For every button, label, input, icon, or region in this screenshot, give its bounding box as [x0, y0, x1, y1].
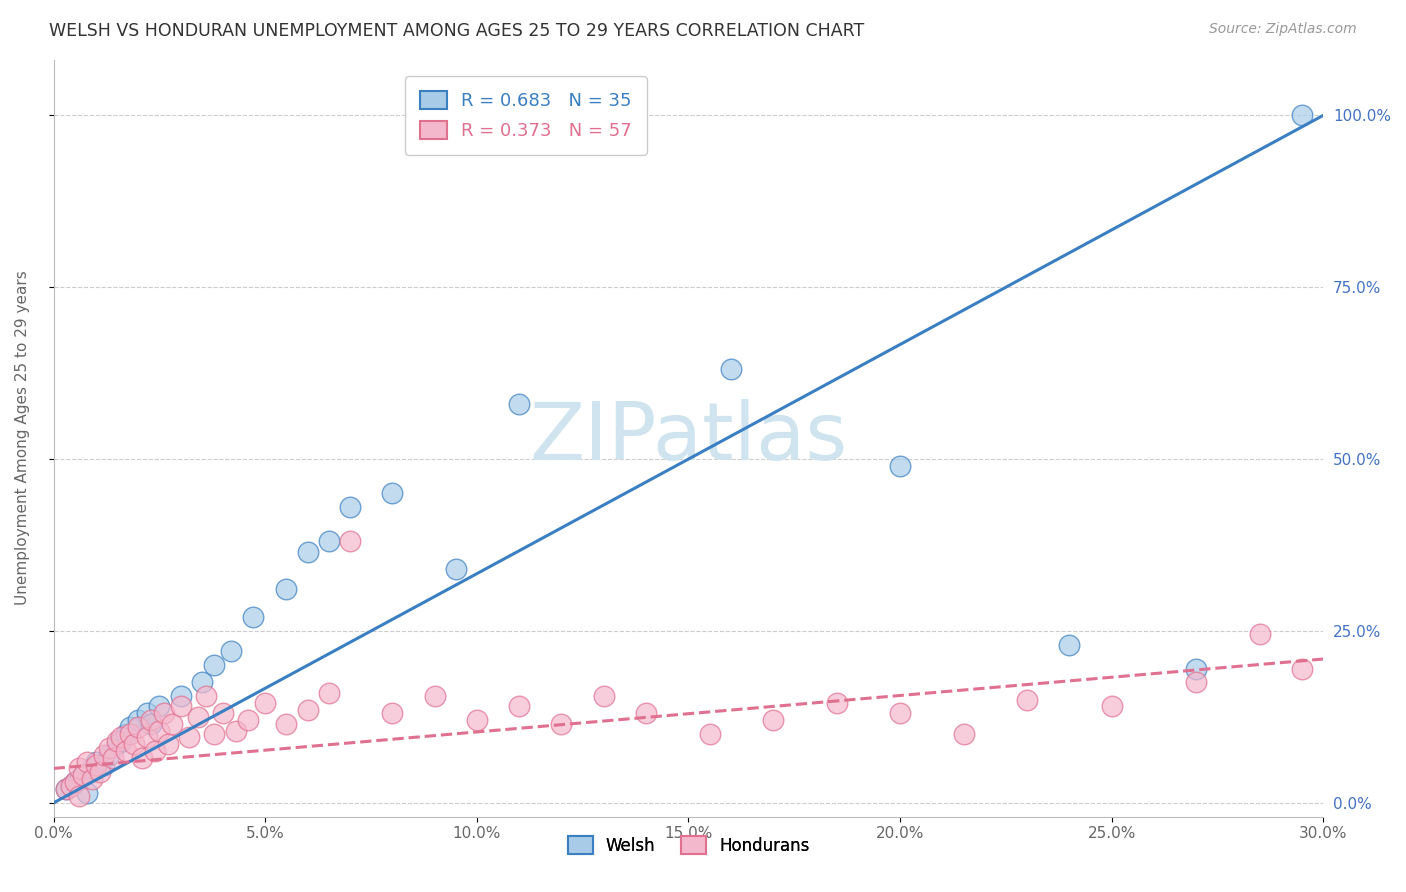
Point: [89, 764, 111, 779]
Point: [55, 782, 77, 797]
Point: [139, 713, 162, 727]
Point: [97, 740, 120, 755]
Point: [110, 734, 132, 748]
Point: [889, 458, 911, 473]
Point: [1291, 108, 1313, 122]
Point: [204, 727, 226, 741]
Text: WELSH VS HONDURAN UNEMPLOYMENT AMONG AGES 25 TO 29 YEARS CORRELATION CHART: WELSH VS HONDURAN UNEMPLOYMENT AMONG AGE…: [49, 22, 865, 40]
Point: [225, 723, 247, 738]
Point: [122, 737, 145, 751]
Point: [101, 751, 124, 765]
Point: [1185, 662, 1208, 676]
Point: [97, 747, 120, 762]
Point: [212, 706, 235, 721]
Point: [169, 689, 191, 703]
Point: [105, 734, 128, 748]
Point: [508, 699, 530, 714]
Point: [177, 731, 200, 745]
Point: [84, 755, 107, 769]
Point: [127, 713, 149, 727]
Point: [72, 768, 94, 782]
Point: [699, 727, 721, 741]
Point: [720, 362, 742, 376]
Point: [93, 747, 115, 762]
Point: [59, 779, 82, 793]
Point: [63, 775, 86, 789]
Point: [105, 737, 128, 751]
Point: [72, 768, 94, 782]
Point: [148, 699, 170, 714]
Point: [148, 723, 170, 738]
Point: [423, 689, 446, 703]
Point: [156, 737, 179, 751]
Point: [118, 727, 141, 741]
Point: [169, 699, 191, 714]
Point: [276, 716, 298, 731]
Point: [318, 534, 340, 549]
Point: [80, 772, 103, 786]
Point: [204, 658, 226, 673]
Point: [114, 727, 136, 741]
Point: [194, 689, 217, 703]
Point: [318, 686, 340, 700]
Point: [152, 706, 174, 721]
Point: [135, 706, 157, 721]
Point: [952, 727, 974, 741]
Point: [67, 772, 90, 786]
Point: [242, 610, 264, 624]
Point: [381, 706, 404, 721]
Point: [297, 703, 319, 717]
Point: [339, 534, 361, 549]
Point: [1101, 699, 1123, 714]
Point: [76, 755, 98, 769]
Point: [592, 689, 614, 703]
Point: [762, 713, 785, 727]
Point: [444, 562, 467, 576]
Point: [550, 716, 572, 731]
Point: [186, 710, 208, 724]
Point: [110, 731, 132, 745]
Point: [1015, 692, 1038, 706]
Point: [221, 644, 243, 658]
Point: [465, 713, 488, 727]
Point: [143, 744, 166, 758]
Point: [55, 782, 77, 797]
Point: [238, 713, 260, 727]
Point: [80, 761, 103, 775]
Text: Source: ZipAtlas.com: Source: ZipAtlas.com: [1209, 22, 1357, 37]
Point: [1291, 662, 1313, 676]
Point: [276, 582, 298, 597]
Point: [1185, 675, 1208, 690]
Point: [254, 696, 277, 710]
Point: [139, 716, 162, 731]
Point: [135, 731, 157, 745]
Point: [381, 486, 404, 500]
Point: [1059, 638, 1081, 652]
Point: [131, 751, 153, 765]
Text: ZIPatlas: ZIPatlas: [530, 399, 848, 477]
Point: [1249, 627, 1271, 641]
Point: [889, 706, 911, 721]
Point: [63, 775, 86, 789]
Point: [127, 720, 149, 734]
Y-axis label: Unemployment Among Ages 25 to 29 years: Unemployment Among Ages 25 to 29 years: [15, 271, 30, 606]
Point: [84, 758, 107, 772]
Point: [59, 779, 82, 793]
Point: [297, 544, 319, 558]
Point: [67, 789, 90, 803]
Point: [825, 696, 848, 710]
Point: [76, 785, 98, 799]
Point: [636, 706, 658, 721]
Point: [93, 758, 115, 772]
Point: [67, 761, 90, 775]
Point: [508, 397, 530, 411]
Point: [190, 675, 212, 690]
Point: [160, 716, 183, 731]
Point: [114, 744, 136, 758]
Point: [339, 500, 361, 514]
Point: [118, 720, 141, 734]
Legend: Welsh, Hondurans: Welsh, Hondurans: [561, 830, 815, 862]
